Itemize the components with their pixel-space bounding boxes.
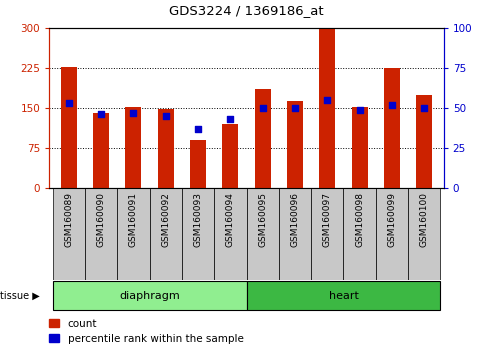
Text: GDS3224 / 1369186_at: GDS3224 / 1369186_at <box>169 4 324 17</box>
Bar <box>85 188 117 280</box>
Bar <box>93 113 109 188</box>
Point <box>97 112 105 117</box>
Point <box>421 105 428 111</box>
Bar <box>408 188 440 280</box>
Legend: count, percentile rank within the sample: count, percentile rank within the sample <box>45 315 247 348</box>
Text: GSM160093: GSM160093 <box>194 192 203 247</box>
Bar <box>384 68 400 188</box>
Bar <box>190 140 206 188</box>
Point <box>226 116 234 122</box>
Text: diaphragm: diaphragm <box>119 291 180 301</box>
Bar <box>287 101 303 188</box>
Point <box>323 97 331 103</box>
Point <box>388 102 396 108</box>
Point <box>356 107 364 113</box>
Text: GSM160096: GSM160096 <box>290 192 299 247</box>
Bar <box>61 67 77 188</box>
Bar <box>311 188 344 280</box>
Text: GSM160089: GSM160089 <box>64 192 73 247</box>
Bar <box>279 188 311 280</box>
Text: tissue ▶: tissue ▶ <box>0 291 40 301</box>
Bar <box>182 188 214 280</box>
Text: GSM160100: GSM160100 <box>420 192 429 247</box>
Bar <box>149 188 182 280</box>
Point <box>162 113 170 119</box>
Text: GSM160099: GSM160099 <box>387 192 396 247</box>
Bar <box>246 188 279 280</box>
Bar <box>352 107 368 188</box>
Bar <box>214 188 246 280</box>
Bar <box>158 109 174 188</box>
Point <box>194 126 202 132</box>
Text: GSM160097: GSM160097 <box>323 192 332 247</box>
Bar <box>254 89 271 188</box>
Bar <box>53 188 85 280</box>
Bar <box>376 188 408 280</box>
Point <box>129 110 137 116</box>
Text: GSM160090: GSM160090 <box>97 192 106 247</box>
Point <box>291 105 299 111</box>
Text: GSM160095: GSM160095 <box>258 192 267 247</box>
Bar <box>117 188 149 280</box>
Bar <box>125 107 141 188</box>
Bar <box>222 124 239 188</box>
Text: GSM160092: GSM160092 <box>161 192 170 247</box>
Bar <box>246 281 440 310</box>
Bar <box>344 188 376 280</box>
Bar <box>319 29 335 188</box>
Text: GSM160094: GSM160094 <box>226 192 235 247</box>
Bar <box>416 95 432 188</box>
Bar <box>53 281 246 310</box>
Point <box>65 101 72 106</box>
Text: heart: heart <box>328 291 358 301</box>
Point <box>259 105 267 111</box>
Text: GSM160098: GSM160098 <box>355 192 364 247</box>
Text: GSM160091: GSM160091 <box>129 192 138 247</box>
